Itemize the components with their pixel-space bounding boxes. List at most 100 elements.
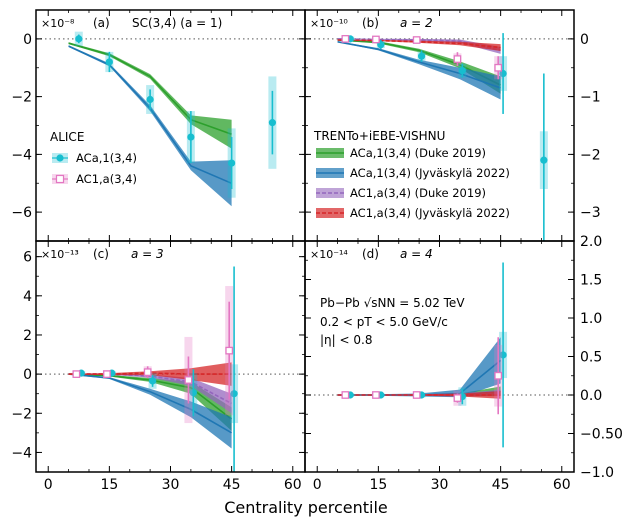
- model-band-jyv_ac_1a: [337, 39, 501, 51]
- data-point: [75, 35, 83, 43]
- data-point: [540, 156, 548, 164]
- model-line-jyv_ac_a1: [68, 373, 232, 434]
- data-point: [372, 35, 380, 44]
- y-tick-label-d: 2.0: [580, 234, 602, 250]
- legend-marker-duke-ac-a1: [316, 148, 344, 158]
- x-tick-label-c: 15: [100, 477, 118, 493]
- panel-c-tag: (c): [93, 247, 109, 261]
- panel-b-plot: [305, 33, 574, 241]
- legend-marker-ac-a1-data: [52, 153, 68, 163]
- y-tick-label-d: −1.0: [580, 465, 614, 481]
- x-tick-label-d: 0: [313, 477, 322, 493]
- model-band-jyv_ac_a1: [68, 373, 232, 449]
- data-point: [499, 69, 507, 78]
- y-tick-label-d: 1.0: [580, 311, 602, 327]
- x-tick-label-d: 45: [492, 477, 510, 493]
- panel-d-title: a = 4: [400, 247, 433, 261]
- data-point: [146, 95, 154, 104]
- y-tick-label-d: 0.0: [580, 388, 602, 404]
- model-band-jyv_ac_a1: [337, 41, 501, 100]
- pt-label: 0.2 < pT < 5.0 GeV/c: [320, 315, 448, 329]
- legend-model-title: TRENTo+iEBE-VISHNU: [313, 129, 445, 143]
- legend-text-jyv-ac-a1: ACa,1(3,4) (Jyväskylä 2022): [350, 166, 510, 180]
- panel-c-frame: [35, 240, 306, 473]
- data-point: [72, 370, 81, 378]
- data-point: [494, 371, 503, 380]
- panel-a-title: SC(3,4) (a = 1): [132, 16, 222, 30]
- data-point: [143, 368, 152, 377]
- x-tick-label-d: 30: [431, 477, 449, 493]
- panel-d-tag: (d): [362, 247, 379, 261]
- legend-text-jyv-ac-1a: AC1,a(3,4) (Jyväskylä 2022): [350, 206, 510, 220]
- data-point: [184, 376, 193, 384]
- data-point: [103, 370, 111, 378]
- y-tick-label-a: −6: [11, 205, 32, 221]
- legend-models: TRENTo+iEBE-VISHNU ACa,1(3,4) (Duke 2019…: [313, 129, 510, 220]
- y-tick-label-c: 2: [23, 328, 32, 344]
- data-point: [499, 351, 507, 359]
- panel-b-scale: ×10⁻¹⁰: [310, 17, 348, 30]
- legend-marker-jyv-ac-1a: [316, 208, 344, 218]
- data-point: [412, 36, 421, 44]
- legend-alice: ALICE ACa,1(3,4) AC1,a(3,4): [50, 130, 137, 186]
- data-point: [225, 346, 234, 355]
- data-point: [341, 35, 350, 43]
- data-point: [412, 391, 421, 399]
- x-tick-label-c: 45: [223, 477, 241, 493]
- panel-b: 0 −1 −2 −3 ×10⁻¹⁰ (b) a = 2: [304, 9, 601, 242]
- panel-a-tag: (a): [93, 16, 110, 30]
- data-point: [453, 394, 462, 402]
- data-point: [417, 52, 426, 60]
- panel-b-title: a = 2: [400, 16, 433, 30]
- x-tick-label-c: 30: [162, 477, 180, 493]
- legend-text-duke-ac-1a: AC1,a(3,4) (Duke 2019): [350, 186, 486, 200]
- panel-c-scale: ×10⁻¹³: [41, 248, 79, 261]
- x-tick-label-c: 60: [284, 477, 302, 493]
- data-point: [228, 159, 236, 167]
- model-line-duke_ac_a1: [68, 42, 232, 135]
- y-tick-label-d: −0.50: [580, 427, 623, 443]
- x-axis-label: Centrality percentile: [224, 498, 388, 517]
- data-point: [494, 63, 503, 72]
- y-tick-label-a: −4: [11, 147, 32, 163]
- y-tick-label-c: −4: [11, 445, 32, 461]
- legend-marker-duke-ac-1a: [316, 188, 344, 198]
- panel-a: 0 −2 −4 −6 ×10⁻⁸ (a) SC(3,4) (a = 1): [11, 9, 306, 242]
- legend-marker-jyv-ac-a1: [316, 168, 344, 178]
- panel-d-scale: ×10⁻¹⁴: [310, 248, 348, 261]
- model-line-jyv_ac_a1: [337, 41, 501, 89]
- x-tick-label-d: 15: [369, 477, 387, 493]
- legend-text-ac-1a-data: AC1,a(3,4): [76, 172, 137, 186]
- y-tick-label-c: 4: [23, 289, 32, 305]
- y-tick-label-d: 0.5: [580, 350, 602, 366]
- data-point: [453, 55, 462, 63]
- data-point: [189, 389, 197, 397]
- y-tick-label-b: 0: [580, 32, 589, 48]
- y-tick-label-c: 0: [23, 367, 32, 383]
- data-point: [148, 377, 157, 385]
- data-point: [105, 58, 113, 66]
- y-tick-label-b: −1: [580, 90, 601, 106]
- legend-text-ac-a1-data: ACa,1(3,4): [76, 151, 137, 165]
- legend-alice-title: ALICE: [50, 130, 84, 144]
- kinematics-label: Pb−Pb √sNN = 5.02 TeV 0.2 < pT < 5.0 GeV…: [320, 296, 465, 347]
- legend-marker-ac-1a-data: [52, 174, 68, 184]
- panel-a-plot: [36, 31, 305, 207]
- x-tick-label-c: 0: [44, 477, 53, 493]
- data-point: [187, 133, 195, 141]
- legend-text-duke-ac-a1: ACa,1(3,4) (Duke 2019): [350, 146, 486, 160]
- x-tick-label-d: 60: [553, 477, 571, 493]
- panel-c-plot: [36, 266, 305, 472]
- system-label: Pb−Pb √sNN = 5.02 TeV: [320, 296, 465, 310]
- panel-d-plot: [305, 262, 574, 448]
- y-tick-label-a: 0: [23, 32, 32, 48]
- y-tick-label-a: −2: [11, 90, 32, 106]
- data-point: [268, 119, 276, 127]
- data-point: [230, 390, 238, 398]
- data-point: [458, 67, 466, 75]
- y-tick-label-d: 1.5: [580, 273, 602, 289]
- panel-a-scale: ×10⁻⁸: [41, 17, 75, 30]
- panel-c-title: a = 3: [131, 247, 164, 261]
- eta-label: |η| < 0.8: [320, 333, 372, 347]
